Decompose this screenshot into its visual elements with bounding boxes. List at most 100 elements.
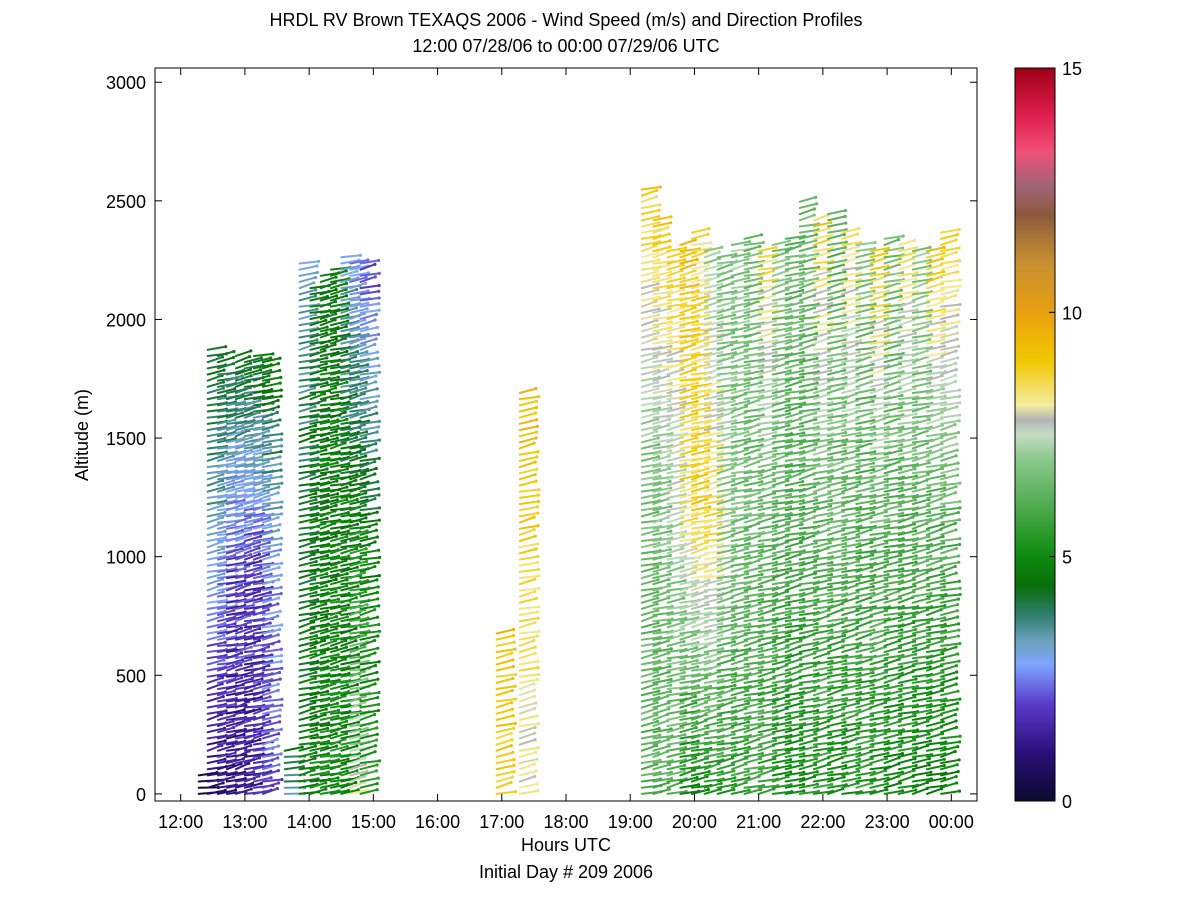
wind-arrow-head [801, 307, 805, 311]
wind-arrow [812, 783, 833, 789]
wind-arrow [234, 469, 256, 475]
wind-arrow-head [760, 289, 764, 293]
wind-arrow-head [800, 522, 804, 526]
wind-arrow-head [259, 695, 263, 699]
wind-arrow [812, 725, 830, 734]
wind-arrow-head [761, 709, 765, 713]
wind-arrow-head [356, 720, 360, 724]
wind-arrow [298, 568, 320, 573]
wind-arrow-head [275, 410, 279, 414]
wind-arrow-head [313, 429, 317, 434]
wind-arrow-head [733, 696, 737, 700]
wind-arrow [225, 783, 246, 789]
wind-arrow [329, 451, 351, 456]
wind-arrow-head [375, 535, 379, 539]
wind-arrow [703, 758, 724, 765]
wind-arrow [743, 752, 764, 758]
wind-arrow [666, 400, 687, 407]
wind-arrow [757, 578, 775, 586]
wind-arrow [225, 474, 246, 481]
wind-arrow [716, 753, 738, 758]
wind-arrow [340, 659, 360, 666]
wind-arrow [757, 608, 775, 617]
wind-arrow-head [222, 572, 226, 576]
wind-arrow-head [333, 342, 337, 347]
wind-arrow [771, 444, 792, 450]
wind-arrow [518, 660, 539, 666]
wind-arrow [359, 357, 379, 364]
wind-arrow [716, 635, 737, 641]
wind-arrow [640, 215, 660, 222]
wind-arrow [798, 448, 816, 456]
wind-arrow-head [787, 596, 791, 600]
wind-arrow-head [231, 744, 235, 748]
wind-arrow-head [266, 490, 270, 495]
wind-arrow-head [535, 405, 539, 410]
wind-arrow [690, 328, 712, 333]
wind-arrow-head [656, 565, 660, 569]
wind-arrow [261, 512, 283, 518]
wind-arrow [784, 308, 805, 314]
wind-arrow-head [233, 751, 237, 755]
wind-arrow [309, 764, 330, 771]
wind-arrow [784, 402, 806, 407]
wind-arrow-head [345, 485, 349, 489]
wind-arrow [319, 419, 339, 425]
wind-arrow [771, 764, 792, 771]
wind-arrow-head [365, 368, 369, 373]
wind-arrow-head [721, 542, 725, 546]
wind-arrow [359, 682, 377, 691]
wind-arrow [666, 500, 688, 506]
wind-arrow [309, 487, 330, 493]
wind-arrow [690, 645, 708, 654]
wind-arrow [225, 486, 244, 493]
wind-arrow [771, 505, 792, 512]
wind-arrow-head [376, 258, 381, 262]
wind-arrow [329, 442, 347, 450]
wind-arrow [298, 666, 319, 672]
wind-arrow-head [221, 547, 226, 551]
wind-arrow [319, 522, 336, 530]
wind-arrow-head [260, 579, 265, 583]
wind-arrow-head [733, 424, 737, 429]
wind-arrow-head [657, 214, 661, 218]
wind-arrow [730, 500, 752, 506]
wind-arrow [518, 516, 535, 524]
wind-arrow [340, 714, 359, 721]
wind-arrow-head [830, 770, 834, 774]
wind-arrow [703, 740, 724, 746]
wind-arrow [640, 319, 658, 327]
wind-arrow [640, 195, 658, 203]
wind-arrow-head [276, 633, 280, 637]
wind-arrow [206, 345, 227, 351]
wind-arrow [359, 439, 381, 444]
wind-arrow-head [830, 714, 834, 719]
wind-arrow [716, 741, 738, 746]
wind-arrow-head [313, 405, 317, 409]
wind-arrow-head [800, 701, 804, 705]
wind-arrow [518, 561, 539, 567]
wind-arrow-head [775, 715, 779, 719]
wind-arrow [666, 297, 688, 302]
wind-arrow-head [346, 369, 350, 373]
wind-arrow-head [365, 350, 369, 354]
wind-arrow [206, 454, 224, 462]
wind-arrow-head [705, 633, 710, 637]
wind-arrow-head [325, 572, 329, 576]
wind-arrow-head [707, 449, 711, 453]
wind-arrow-head [347, 622, 351, 626]
wind-arrow [206, 590, 225, 598]
wind-arrow-head [800, 732, 804, 736]
wind-arrow [261, 720, 281, 728]
wind-arrow [216, 350, 235, 357]
wind-arrow [359, 733, 379, 740]
wind-arrow [349, 302, 369, 308]
wind-arrow [666, 655, 688, 660]
wind-arrow [703, 658, 721, 666]
wind-arrow [319, 658, 337, 666]
wind-arrow [319, 679, 341, 684]
wind-arrow-head [830, 301, 834, 305]
wind-arrow-head [373, 608, 377, 612]
wind-arrow [243, 672, 264, 678]
wind-arrow [359, 302, 380, 308]
